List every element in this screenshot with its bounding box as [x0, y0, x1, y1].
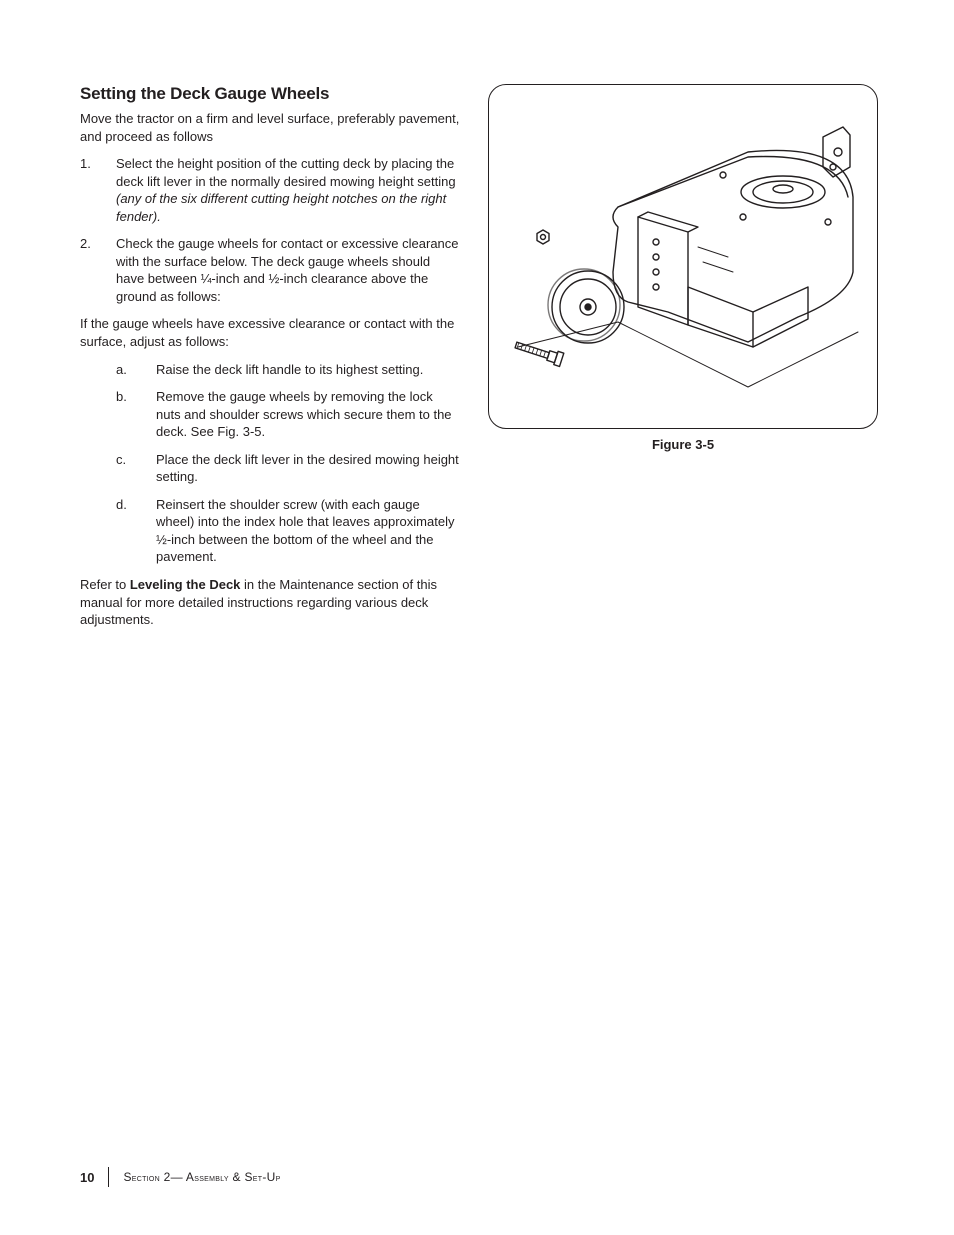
- figure-caption: Figure 3-5: [488, 437, 878, 452]
- substep-body: Raise the deck lift handle to its highes…: [156, 361, 460, 379]
- two-column-layout: Setting the Deck Gauge Wheels Move the t…: [80, 84, 874, 629]
- substep-body: Place the deck lift lever in the desired…: [156, 451, 460, 486]
- substep-letter: d.: [116, 496, 156, 566]
- substep-c: c. Place the deck lift lever in the desi…: [80, 451, 460, 486]
- left-column: Setting the Deck Gauge Wheels Move the t…: [80, 84, 460, 629]
- substep-letter: a.: [116, 361, 156, 379]
- step-number: 2.: [80, 235, 116, 305]
- substep-letter: b.: [116, 388, 156, 441]
- step-body: Select the height position of the cuttin…: [116, 155, 460, 225]
- step-number: 1.: [80, 155, 116, 225]
- numbered-steps: 1. Select the height position of the cut…: [80, 155, 460, 305]
- substep-body: Reinsert the shoulder screw (with each g…: [156, 496, 460, 566]
- substep-letter: c.: [116, 451, 156, 486]
- closing-bold: Leveling the Deck: [130, 577, 241, 592]
- manual-page: Setting the Deck Gauge Wheels Move the t…: [0, 0, 954, 1235]
- substep-b: b. Remove the gauge wheels by removing t…: [80, 388, 460, 441]
- step-body: Check the gauge wheels for contact or ex…: [116, 235, 460, 305]
- step-2: 2. Check the gauge wheels for contact or…: [80, 235, 460, 305]
- page-footer: 10 Section 2— Assembly & Set-Up: [80, 1167, 281, 1187]
- step-italic: (any of the six different cutting height…: [116, 191, 446, 224]
- page-number: 10: [80, 1170, 94, 1185]
- substep-body: Remove the gauge wheels by removing the …: [156, 388, 460, 441]
- section-heading: Setting the Deck Gauge Wheels: [80, 84, 460, 104]
- deck-gauge-wheel-illustration: [498, 97, 868, 417]
- substep-a: a. Raise the deck lift handle to its hig…: [80, 361, 460, 379]
- closing-paragraph: Refer to Leveling the Deck in the Mainte…: [80, 576, 460, 629]
- lettered-steps: a. Raise the deck lift handle to its hig…: [80, 361, 460, 566]
- intro-paragraph: Move the tractor on a firm and level sur…: [80, 110, 460, 145]
- step-text: Select the height position of the cuttin…: [116, 156, 456, 189]
- figure-3-5: [488, 84, 878, 429]
- substep-d: d. Reinsert the shoulder screw (with eac…: [80, 496, 460, 566]
- mid-paragraph: If the gauge wheels have excessive clear…: [80, 315, 460, 350]
- right-column: Figure 3-5: [488, 84, 878, 629]
- footer-divider: [108, 1167, 109, 1187]
- footer-section-label: Section 2— Assembly & Set-Up: [123, 1170, 280, 1184]
- closing-before: Refer to: [80, 577, 130, 592]
- step-1: 1. Select the height position of the cut…: [80, 155, 460, 225]
